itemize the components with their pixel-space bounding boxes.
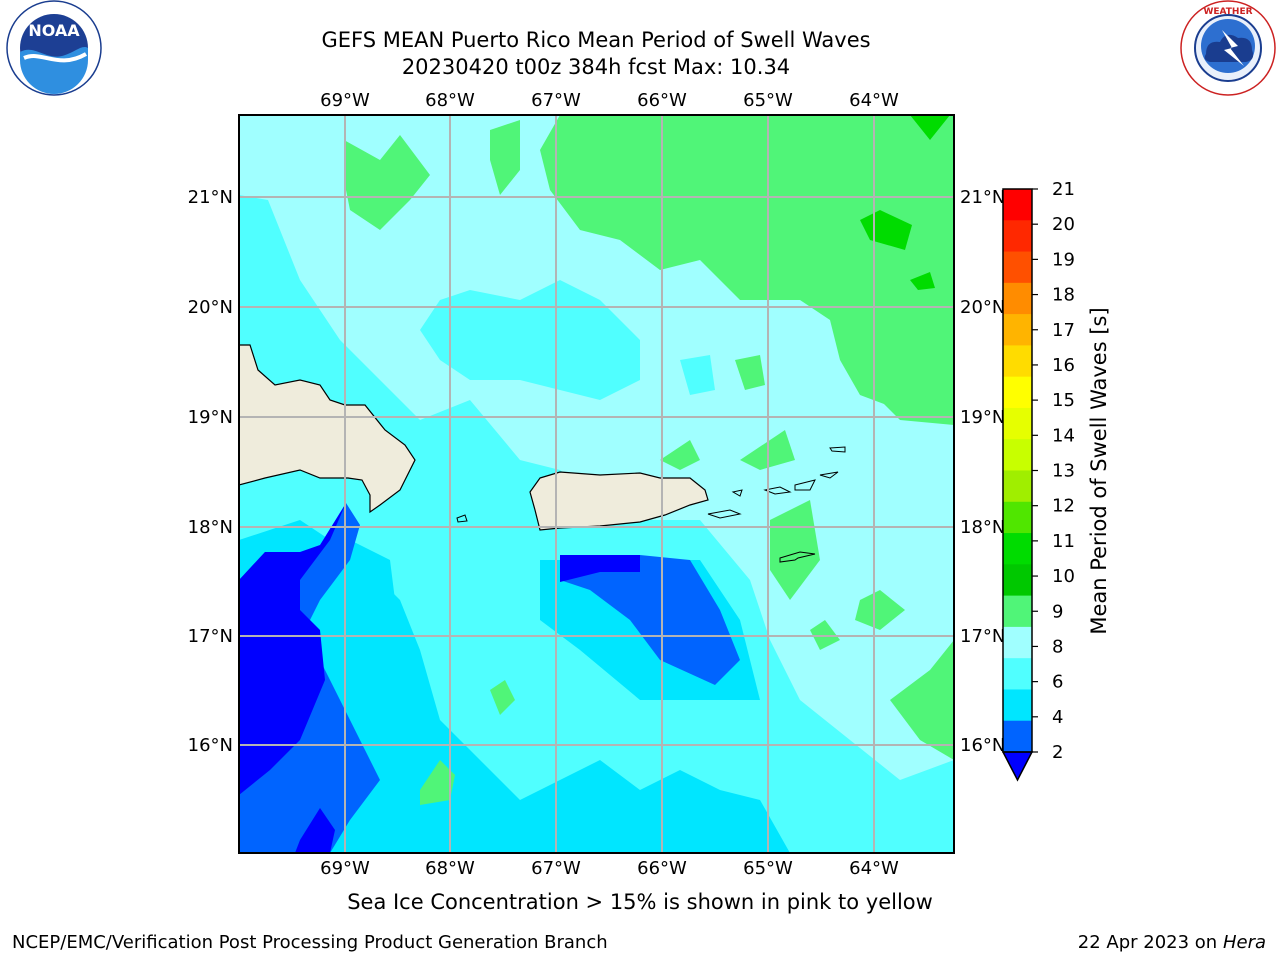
- colorbar-segment: [1003, 314, 1032, 346]
- colorbar-tick-label: 17: [1052, 320, 1075, 341]
- lat-label: 20°N: [188, 297, 233, 318]
- nws-logo: WEATHER: [1180, 0, 1276, 96]
- map-frame: [238, 114, 955, 854]
- lon-labels-top: 69°W 68°W 67°W 66°W 65°W 64°W: [320, 90, 899, 111]
- land: [238, 344, 846, 563]
- colorbar-segment: [1003, 345, 1032, 378]
- colorbar-label: Mean Period of Swell Waves [s]: [1087, 307, 1111, 634]
- colorbar-segment: [1003, 189, 1032, 221]
- colorbar-segment: [1003, 533, 1032, 565]
- colorbar-tick-label: 12: [1052, 496, 1075, 517]
- lon-labels-bottom: 69°W 68°W 67°W 66°W 65°W 64°W: [320, 858, 899, 879]
- chart-title: GEFS MEAN Puerto Rico Mean Period of Swe…: [321, 28, 871, 52]
- lon-label: 68°W: [425, 90, 475, 111]
- colorbar-segment: [1003, 595, 1032, 628]
- colorbar-tick-label: 4: [1052, 707, 1063, 728]
- colorbar-tick-label: 14: [1052, 425, 1075, 446]
- lat-labels-right: 21°N 20°N 19°N 18°N 17°N 16°N: [960, 187, 1005, 756]
- lon-label: 67°W: [531, 858, 581, 879]
- colorbar-tick-label: 21: [1052, 179, 1075, 200]
- lon-label: 65°W: [743, 90, 793, 111]
- lon-label: 65°W: [743, 858, 793, 879]
- lon-label: 69°W: [320, 90, 370, 111]
- lat-label: 18°N: [960, 517, 1005, 538]
- lon-label: 64°W: [849, 858, 899, 879]
- colorbar-segment: [1003, 626, 1032, 659]
- colorbar-tick-label: 2: [1052, 742, 1063, 763]
- noaa-logo-text: NOAA: [28, 21, 80, 40]
- lat-label: 19°N: [188, 407, 233, 428]
- colorbar-segment: [1003, 658, 1032, 690]
- lon-label: 67°W: [531, 90, 581, 111]
- footer-date: 22 Apr 2023 on Hera: [1078, 932, 1266, 953]
- colorbar: 2 4 6 8 9 10 11 12 13 14 15 16 17 18 19 20 21: [1001, 179, 1075, 782]
- lat-label: 17°N: [188, 626, 233, 647]
- sea-ice-note: Sea Ice Concentration > 15% is shown in …: [347, 890, 933, 914]
- colorbar-tick-label: 8: [1052, 636, 1063, 657]
- colorbar-tick-label: 11: [1052, 531, 1075, 552]
- colorbar-extend-arrow: [1001, 751, 1034, 782]
- colorbar-tick-label: 18: [1052, 285, 1075, 306]
- svg-text:WEATHER: WEATHER: [1203, 7, 1252, 17]
- lon-label: 66°W: [637, 90, 687, 111]
- colorbar-tick-label: 20: [1052, 214, 1075, 235]
- noaa-logo: NOAA: [6, 0, 102, 96]
- lon-label: 69°W: [320, 858, 370, 879]
- colorbar-tick-label: 13: [1052, 461, 1075, 482]
- colorbar-tick-label: 10: [1052, 566, 1075, 587]
- colorbar-tick-label: 15: [1052, 390, 1075, 411]
- footer-date-text: 22 Apr 2023 on: [1077, 932, 1223, 953]
- colorbar-segment: [1003, 470, 1032, 503]
- colorbar-tick-label: 16: [1052, 355, 1075, 376]
- lat-labels-left: 21°N 20°N 19°N 18°N 17°N 16°N: [188, 187, 233, 756]
- colorbar-segment: [1003, 220, 1032, 253]
- colorbar-segment: [1003, 439, 1032, 471]
- lat-label: 16°N: [960, 735, 1005, 756]
- colorbar-segment: [1003, 501, 1032, 534]
- footer-credit: NCEP/EMC/Verification Post Processing Pr…: [12, 932, 608, 953]
- colorbar-segment: [1003, 282, 1032, 315]
- chart-subtitle: 20230420 t00z 384h fcst Max: 10.34: [401, 55, 791, 79]
- colorbar-segment: [1003, 720, 1032, 753]
- lat-label: 21°N: [960, 187, 1005, 208]
- colorbar-segment: [1003, 564, 1032, 597]
- graticule: [239, 115, 954, 853]
- colorbar-segment: [1003, 376, 1032, 409]
- lat-label: 18°N: [188, 517, 233, 538]
- lon-label: 64°W: [849, 90, 899, 111]
- colorbar-tick-label: 9: [1052, 601, 1063, 622]
- lon-label: 68°W: [425, 858, 475, 879]
- lat-label: 16°N: [188, 735, 233, 756]
- lat-label: 20°N: [960, 297, 1005, 318]
- colorbar-segment: [1003, 407, 1032, 440]
- colorbar-segment: [1003, 251, 1032, 284]
- lon-label: 66°W: [637, 858, 687, 879]
- lat-label: 17°N: [960, 626, 1005, 647]
- colorbar-tick-label: 19: [1052, 249, 1075, 270]
- colorbar-tick-label: 6: [1052, 672, 1063, 693]
- lat-label: 19°N: [960, 407, 1005, 428]
- lat-label: 21°N: [188, 187, 233, 208]
- colorbar-segment: [1003, 689, 1032, 722]
- footer-host: Hera: [1222, 932, 1266, 953]
